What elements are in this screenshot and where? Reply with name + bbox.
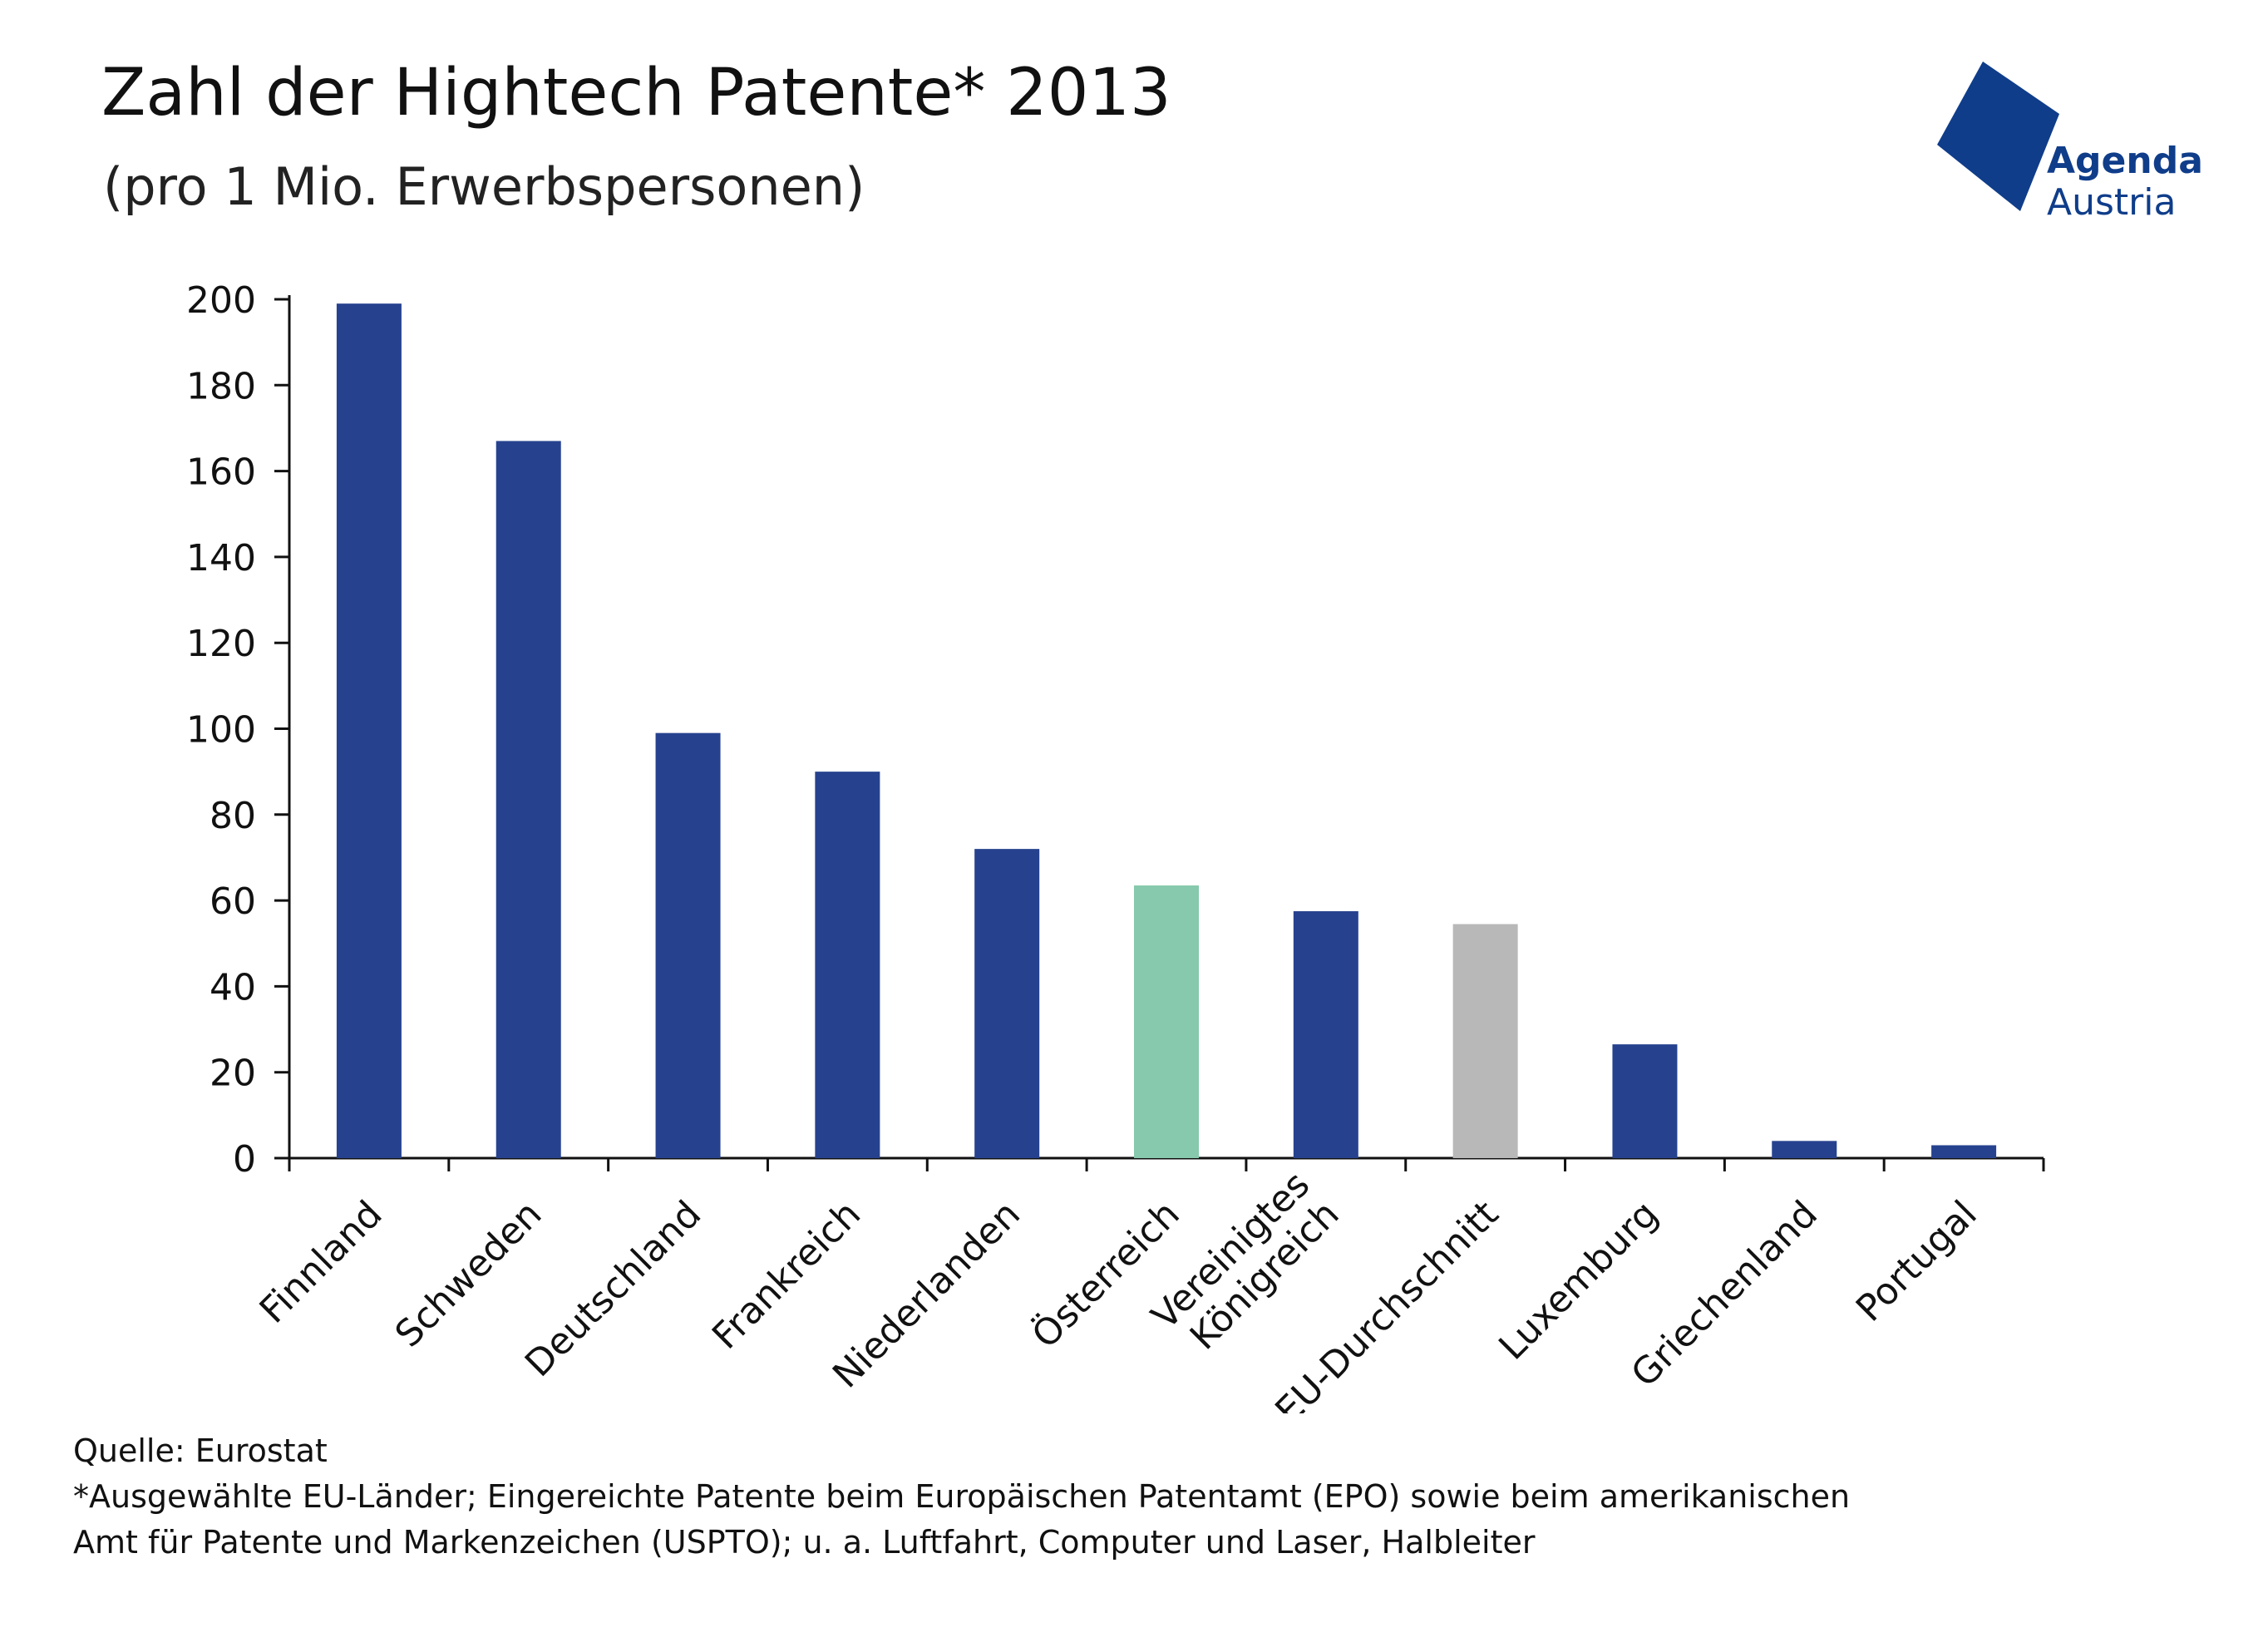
bar-luxemburg [1612,1044,1678,1158]
bar-griechenland [1772,1141,1837,1158]
x-category-label: Portugal [1848,1193,1985,1330]
chart-subtitle: (pro 1 Mio. Erwerbspersonen) [103,156,865,217]
bar-vereinigtes-königreich [1293,911,1358,1158]
y-tick-label: 160 [186,451,256,494]
x-category-label: Österreich [1023,1192,1188,1357]
x-category-label-line: Frankreich [704,1193,869,1358]
bar-niederlanden [974,849,1040,1158]
bar-eu-durchschnitt [1452,924,1518,1158]
y-tick-label: 40 [210,966,256,1008]
y-tick-label: 80 [210,795,256,837]
y-tick-label: 0 [233,1138,256,1181]
x-category-label-line: Schweden [387,1193,550,1356]
x-category-label-line: Portugal [1848,1193,1985,1330]
y-tick-label: 200 [186,279,256,322]
chart-footer: Quelle: Eurostat *Ausgewählte EU-Länder;… [73,1428,1850,1566]
source-note: Quelle: Eurostat [73,1432,328,1469]
y-tick-label: 140 [186,537,256,579]
footnote-line-1: *Ausgewählte EU-Länder; Eingereichte Pat… [73,1478,1851,1515]
y-tick-label: 60 [210,880,256,923]
bar-chart: 0 20 40 60 80 100 120 140 160 180 200 FinnlandSchwe… [186,279,2045,1413]
footnote-line-2: Amt für Patente und Markenzeichen (USPTO… [73,1524,1536,1561]
chart-title: Zahl der Hightech Patente* 2013 [101,56,1171,131]
y-tick-label: 180 [186,365,256,407]
x-category-label: Finnland [252,1193,391,1332]
agenda-austria-logo-icon [1937,62,2059,211]
y-tick-label: 100 [186,709,256,752]
y-tick-label: 120 [186,623,256,665]
bar-deutschland [655,732,721,1158]
x-category-label: VereinigtesKönigreich [1144,1163,1348,1367]
y-tick-label: 20 [210,1053,256,1095]
x-category-label: Frankreich [704,1193,869,1358]
bar-österreich [1134,885,1199,1158]
x-category-label-line: Finnland [252,1193,391,1332]
x-category-label: Luxemburg [1491,1193,1666,1368]
logo-text-agenda: Agenda [2047,140,2203,182]
bar-frankreich [815,772,880,1158]
x-category-label-line: Luxemburg [1491,1193,1666,1368]
logo-text-austria: Austria [2047,181,2177,224]
x-category-label-line: Österreich [1023,1192,1188,1357]
x-category-label: Schweden [387,1193,550,1356]
bar-portugal [1931,1145,1997,1158]
bar-finnland [336,303,402,1158]
bar-schweden [496,441,561,1158]
